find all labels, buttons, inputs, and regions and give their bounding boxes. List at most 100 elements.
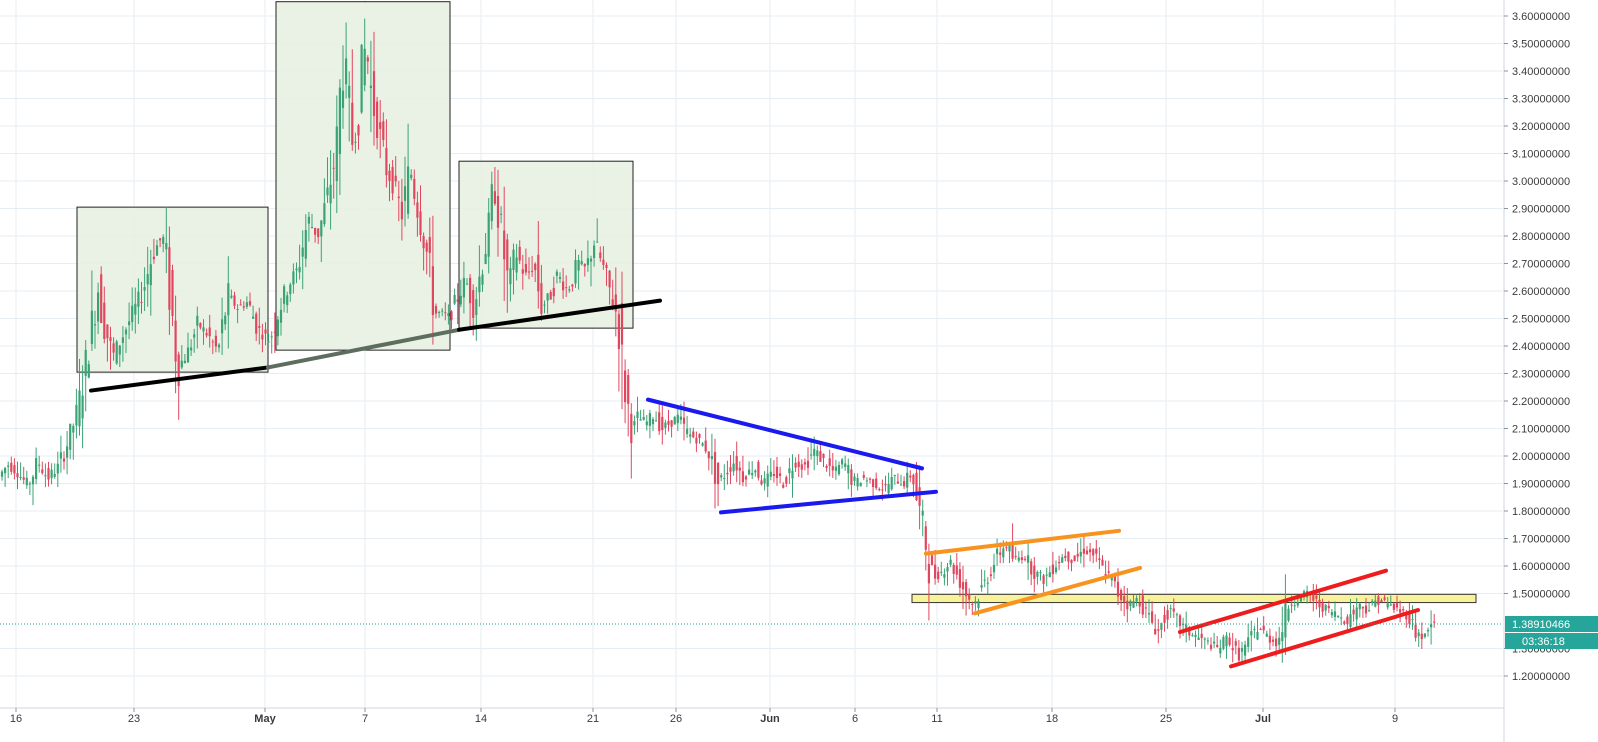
candle-body	[565, 287, 568, 289]
candle-body	[655, 420, 658, 422]
candle-body	[112, 343, 115, 353]
candle-body	[620, 303, 624, 345]
candle-body	[602, 259, 605, 265]
candle-body	[608, 270, 611, 288]
x-tick-label: 14	[475, 713, 487, 725]
candle-body	[1411, 619, 1414, 621]
candle-body	[1002, 548, 1005, 558]
candle-body	[186, 347, 190, 363]
y-tick-label: 2.00000000	[1512, 451, 1570, 463]
trendline[interactable]	[719, 489, 938, 515]
candle-body	[754, 470, 757, 473]
candle-body	[540, 283, 543, 314]
candle-body	[410, 174, 413, 179]
candle-body	[465, 283, 469, 285]
pattern-box[interactable]	[275, 1, 451, 351]
y-tick-label: 2.40000000	[1512, 341, 1570, 353]
candle-body	[1389, 604, 1392, 606]
trendline[interactable]	[89, 365, 270, 393]
candle-body	[1206, 640, 1209, 642]
candle-body	[1008, 544, 1011, 552]
candle-body	[239, 304, 242, 306]
candle-body	[295, 268, 298, 271]
candle-body	[741, 471, 744, 483]
candle-body	[4, 468, 7, 474]
y-tick-label: 2.10000000	[1512, 424, 1570, 436]
y-tick-label: 2.90000000	[1512, 204, 1570, 216]
candle-body	[31, 476, 35, 485]
candle-body	[788, 468, 791, 474]
candle-body	[679, 416, 682, 420]
candle-body	[388, 170, 391, 181]
candle-body	[651, 419, 655, 425]
y-tick-label: 1.90000000	[1512, 479, 1570, 491]
candle-body	[822, 453, 825, 459]
candle-body	[69, 423, 72, 450]
candle-body	[1392, 603, 1395, 610]
y-tick-label: 2.60000000	[1512, 286, 1570, 298]
candle-body	[512, 249, 515, 270]
candle-body	[940, 571, 943, 573]
candle-body	[850, 469, 853, 485]
trendline[interactable]	[646, 397, 924, 471]
candle-body	[614, 294, 617, 312]
trendline[interactable]	[1229, 608, 1420, 669]
trendline[interactable]	[457, 298, 662, 332]
candle-body	[831, 465, 834, 471]
candle-body	[828, 458, 831, 466]
candle-body	[35, 458, 38, 479]
candle-body	[100, 274, 103, 324]
candle-body	[224, 315, 227, 325]
candle-body	[348, 85, 351, 98]
candle-body	[1234, 641, 1237, 646]
candle-body	[28, 483, 31, 485]
candle-body	[16, 473, 19, 478]
candle-body	[1185, 624, 1188, 632]
support-zone[interactable]	[911, 593, 1477, 604]
candle-body	[338, 87, 341, 155]
candle-body	[825, 465, 828, 469]
candle-body	[1240, 647, 1244, 652]
candle-body	[667, 420, 670, 425]
candle-body	[1141, 595, 1144, 615]
candle-body	[521, 269, 524, 274]
x-tick-label: 7	[362, 713, 368, 725]
candle-body	[50, 469, 53, 479]
candle-body	[1061, 557, 1064, 563]
candle-body	[283, 286, 286, 304]
trendline[interactable]	[973, 565, 1142, 616]
candle-body	[149, 264, 152, 286]
candle-body	[509, 268, 512, 285]
candle-body	[611, 299, 614, 307]
candle-body	[345, 58, 348, 85]
candle-body	[738, 467, 741, 471]
candle-body	[1005, 547, 1008, 549]
y-tick-label: 3.50000000	[1512, 39, 1570, 51]
candle-body	[1402, 609, 1405, 611]
candle-body	[211, 341, 214, 343]
candle-body	[546, 293, 549, 301]
candle-body	[1386, 603, 1389, 608]
candle-body	[379, 122, 382, 129]
candle-body	[921, 510, 924, 516]
candle-body	[583, 263, 586, 267]
candle-body	[289, 284, 292, 295]
candle-body	[800, 464, 803, 470]
candle-body	[735, 456, 738, 471]
trendline[interactable]	[1178, 568, 1388, 634]
candle-body	[1265, 633, 1268, 637]
candle-body	[304, 230, 307, 259]
y-tick-label: 3.30000000	[1512, 94, 1570, 106]
candle-body	[128, 321, 131, 326]
candle-body	[645, 421, 648, 426]
candle-body	[841, 459, 844, 465]
candle-body	[1228, 637, 1231, 645]
trendline[interactable]	[266, 327, 461, 370]
candle-body	[1219, 647, 1222, 654]
candle-body	[1033, 565, 1036, 579]
trendline[interactable]	[924, 528, 1121, 556]
candle-body	[273, 331, 276, 333]
candle-body	[431, 266, 434, 316]
